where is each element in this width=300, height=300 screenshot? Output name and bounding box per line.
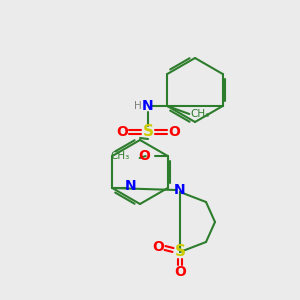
- Text: CH₃: CH₃: [110, 151, 130, 161]
- Text: N: N: [174, 183, 186, 197]
- Text: O: O: [174, 265, 186, 279]
- Text: O: O: [168, 125, 180, 139]
- Text: H: H: [134, 101, 142, 111]
- Text: S: S: [175, 244, 185, 260]
- Text: N: N: [142, 99, 154, 113]
- Text: N: N: [124, 179, 136, 193]
- Text: O: O: [152, 240, 164, 254]
- Text: O: O: [116, 125, 128, 139]
- Text: O: O: [138, 149, 150, 163]
- Text: S: S: [142, 124, 154, 140]
- Text: CH₃: CH₃: [190, 109, 209, 119]
